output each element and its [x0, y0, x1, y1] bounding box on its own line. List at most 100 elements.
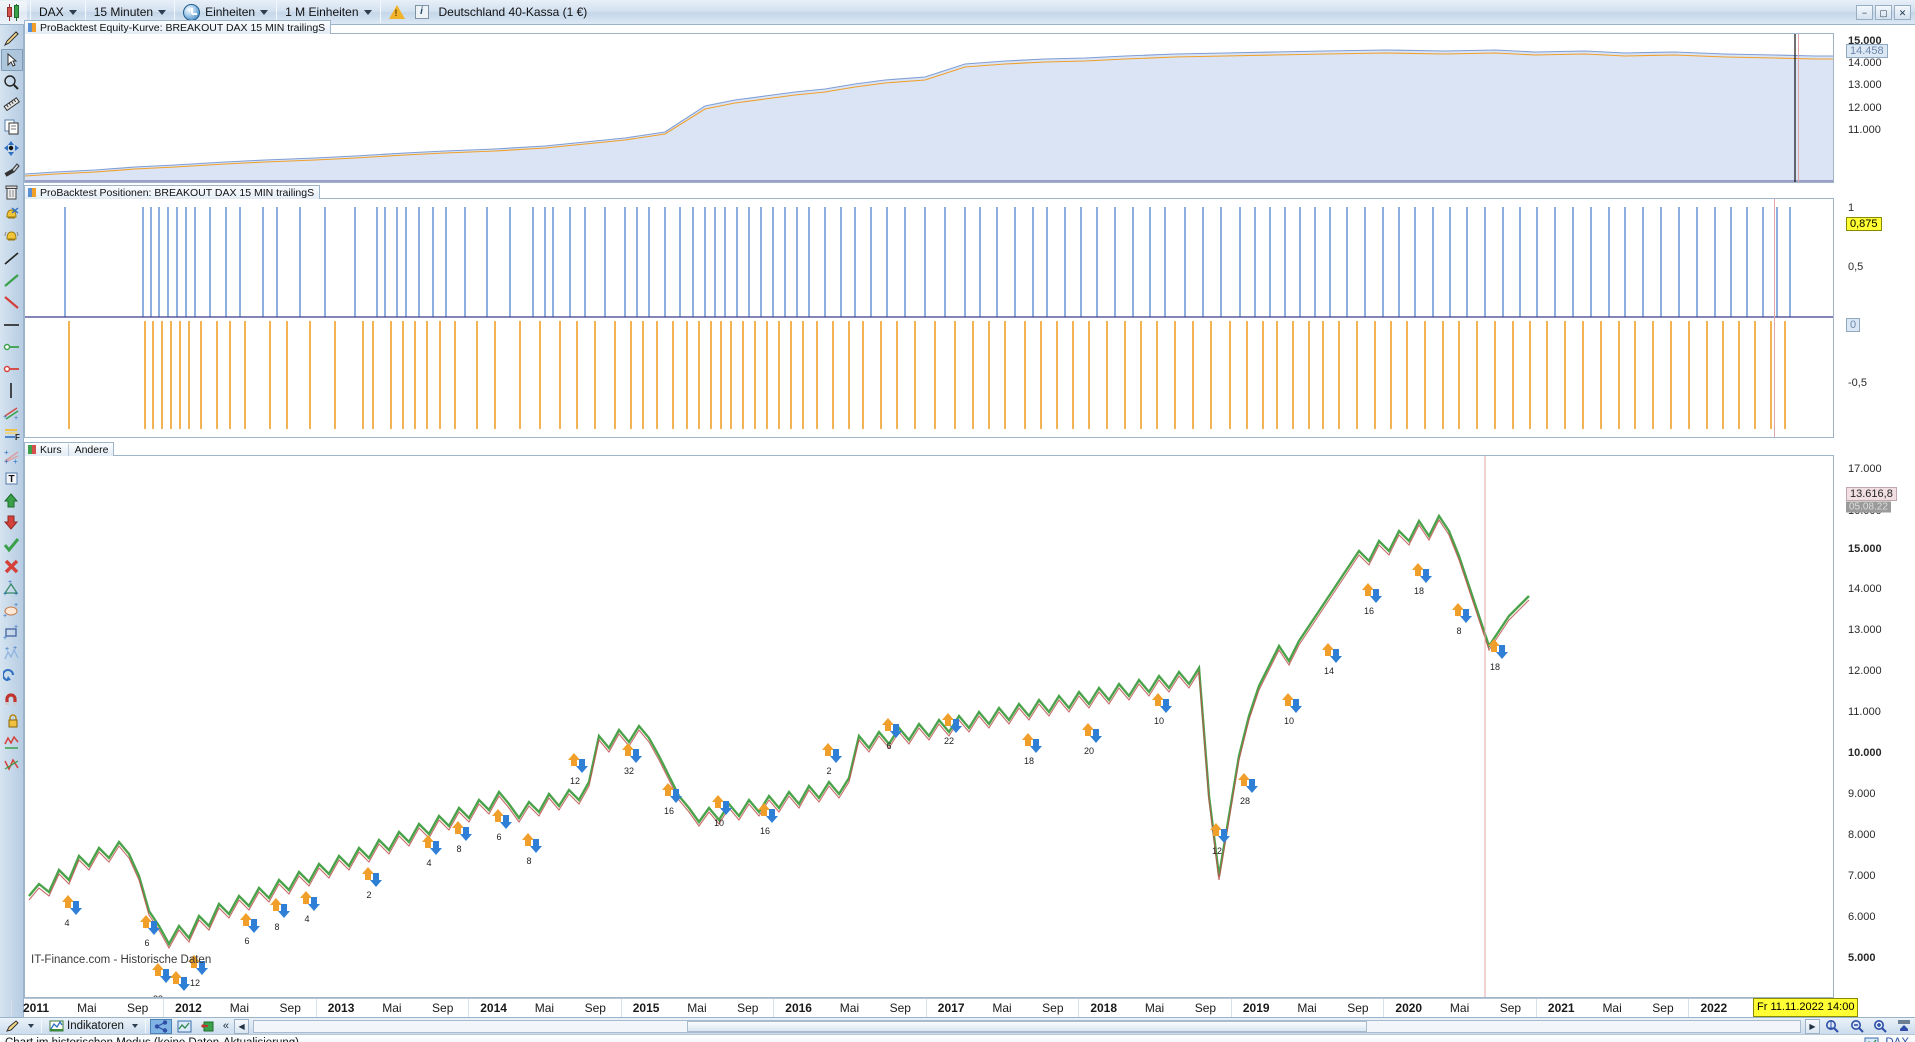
- date-axis-divider: [1535, 999, 1537, 1019]
- pen-edit-icon[interactable]: [2, 1019, 23, 1034]
- magnifier-icon[interactable]: [1, 71, 23, 93]
- price-panel-tab[interactable]: Kurs Andere: [24, 442, 115, 456]
- ray-red-icon[interactable]: [1, 357, 23, 379]
- minimize-button[interactable]: −: [1856, 4, 1873, 20]
- share-icon[interactable]: [149, 1018, 172, 1034]
- indicators-dropdown[interactable]: [129, 1019, 141, 1034]
- warning-indicator[interactable]: [384, 1, 410, 24]
- fibonacci-retracement-icon[interactable]: F: [1, 423, 23, 445]
- equity-panel-tab[interactable]: ProBacktest Equity-Kurve: BREAKOUT DAX 1…: [24, 20, 332, 34]
- collapse-left-icon[interactable]: «: [222, 1020, 230, 1032]
- positions-value-axis[interactable]: 1 0,5 -0,5 0,875 0: [1834, 198, 1915, 438]
- date-axis-year-label: 2011: [22, 1001, 50, 1015]
- panel-color-swatch: [28, 445, 36, 454]
- date-axis-year-label: 2016: [785, 1001, 812, 1015]
- lock-icon[interactable]: [1, 709, 23, 731]
- trendline-icon[interactable]: [1, 247, 23, 269]
- alarm-remove-icon[interactable]: [1, 203, 23, 225]
- equity-axis-label: 14.000: [1848, 57, 1882, 69]
- date-axis-month-label: Mai: [1144, 1001, 1165, 1015]
- svg-text:16: 16: [760, 826, 770, 836]
- toolbar-divider: [84, 1, 86, 23]
- arrow-down-icon[interactable]: [1, 511, 23, 533]
- positions-panel-tab-label: ProBacktest Positionen: BREAKOUT DAX 15 …: [40, 186, 315, 199]
- arrow-up-icon[interactable]: [1, 489, 23, 511]
- svg-text:+: +: [8, 580, 12, 586]
- watermark-label: IT-Finance.com - Historische Daten: [31, 954, 212, 966]
- svg-text:+: +: [4, 448, 9, 457]
- price-panel-other-tab-label[interactable]: Andere: [67, 443, 108, 456]
- indicators-button[interactable]: Indikatoren: [46, 1019, 127, 1034]
- ellipse-shape-icon[interactable]: + +: [1, 599, 23, 621]
- warning-icon: [388, 5, 405, 19]
- detach-icon[interactable]: [197, 1019, 218, 1034]
- info-indicator[interactable]: i: [410, 1, 434, 24]
- date-axis-year-label: 2022: [1700, 1001, 1728, 1015]
- horizontal-scrollbar[interactable]: [253, 1019, 1801, 1033]
- date-axis-month-label: Sep: [432, 1001, 454, 1015]
- copy-icon[interactable]: [1, 115, 23, 137]
- check-mark-icon[interactable]: [1, 533, 23, 555]
- instrument-selector[interactable]: DAX: [34, 1, 82, 24]
- svg-text:8: 8: [1456, 626, 1461, 636]
- alarm-icon[interactable]: [1, 225, 23, 247]
- close-button[interactable]: ✕: [1894, 4, 1911, 20]
- tools-icon[interactable]: [1, 159, 23, 181]
- trendline-up-icon[interactable]: [1, 269, 23, 291]
- move-icon[interactable]: [1, 137, 23, 159]
- equity-axis-label: 12.000: [1848, 102, 1882, 114]
- zoom-in-icon[interactable]: [1870, 1019, 1891, 1034]
- window-controls: − ▢ ✕: [1856, 4, 1915, 20]
- scroll-end-icon[interactable]: [1893, 1019, 1915, 1034]
- chart-link-icon[interactable]: [1864, 1037, 1880, 1042]
- date-axis-year-label: 2018: [1090, 1001, 1118, 1015]
- date-axis-month-label: Mai: [839, 1001, 860, 1015]
- svg-text:20: 20: [1084, 746, 1094, 756]
- pen-edit-dropdown[interactable]: [25, 1019, 37, 1034]
- rectangle-shape-icon[interactable]: + +: [1, 621, 23, 643]
- draw-pencil-icon[interactable]: [1, 27, 23, 49]
- zoom-out-icon[interactable]: [1847, 1019, 1868, 1034]
- cross-mark-icon[interactable]: [1, 555, 23, 577]
- positions-panel-tab[interactable]: ProBacktest Positionen: BREAKOUT DAX 15 …: [24, 185, 321, 199]
- text-tool-icon[interactable]: T: [1, 467, 23, 489]
- price-axis-label: 15.000: [1848, 543, 1882, 555]
- dax-link[interactable]: DAX: [1885, 1037, 1909, 1042]
- trendline-down-icon[interactable]: [1, 291, 23, 313]
- date-axis-year-label: 2020: [1395, 1001, 1423, 1015]
- equity-price-axis[interactable]: 15.000 14.000 13.000 12.000 11.000 14.45…: [1834, 33, 1915, 183]
- horizontal-line-icon[interactable]: [1, 313, 23, 335]
- units-quantity-selector[interactable]: 1 M Einheiten: [280, 1, 376, 24]
- polygon-shape-icon[interactable]: + +: [1, 643, 23, 665]
- triangle-shape-icon[interactable]: + + +: [1, 577, 23, 599]
- date-axis-month-label: Sep: [889, 1001, 911, 1015]
- trash-icon[interactable]: [1, 181, 23, 203]
- maximize-button[interactable]: ▢: [1875, 4, 1892, 20]
- status-bar-right: DAX: [1864, 1037, 1915, 1042]
- zigzag-red-icon[interactable]: [1, 753, 23, 775]
- scrollbar-thumb[interactable]: [686, 1020, 1368, 1032]
- positions-zero-badge: 0: [1846, 318, 1861, 332]
- chart-type-button[interactable]: [0, 0, 27, 24]
- scroll-left-button[interactable]: ◀: [234, 1018, 250, 1034]
- chevron-down-icon: [68, 9, 77, 15]
- parallel-channel-icon[interactable]: + +: [1, 401, 23, 423]
- magnet-icon[interactable]: [1, 687, 23, 709]
- zigzag-icon[interactable]: [1, 731, 23, 753]
- fibonacci-fan-icon[interactable]: + + +: [1, 445, 23, 467]
- svg-text:+: +: [4, 457, 9, 465]
- undo-icon[interactable]: [1, 665, 23, 687]
- cursor-arrow-icon[interactable]: [0, 49, 23, 71]
- vertical-line-icon[interactable]: [1, 379, 23, 401]
- zoom-fit-icon[interactable]: [1822, 1019, 1845, 1034]
- timeframe-selector[interactable]: 15 Minuten: [89, 1, 171, 24]
- svg-text:+: +: [14, 591, 18, 597]
- price-axis[interactable]: 17.000 16.000 15.000 14.000 13.000 12.00…: [1834, 455, 1915, 998]
- scroll-right-button[interactable]: ▶: [1805, 1018, 1820, 1034]
- ruler-icon[interactable]: [1, 93, 23, 115]
- ray-green-icon[interactable]: [1, 335, 23, 357]
- date-axis[interactable]: 2011 Mai Sep 2012 Mai Sep 2013 Mai Sep 2014 Mai Sep…: [10, 998, 1834, 1019]
- status-bar-text: Chart im historischen Modus (keine Daten…: [5, 1037, 299, 1042]
- add-chart-icon[interactable]: [174, 1019, 195, 1034]
